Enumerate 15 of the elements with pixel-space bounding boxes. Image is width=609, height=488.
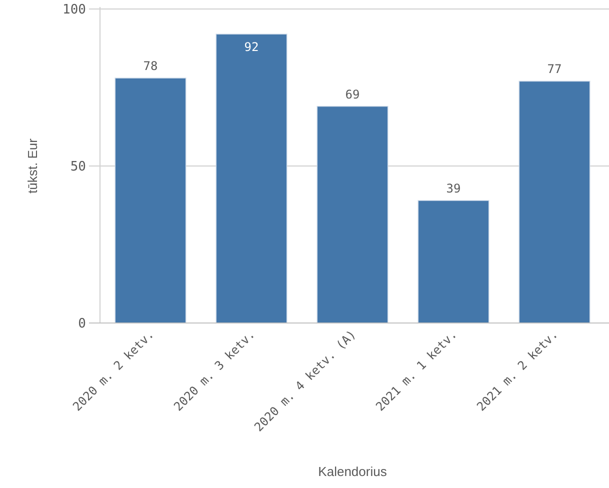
bar <box>114 78 186 324</box>
data-label: 92 <box>244 40 259 54</box>
bar <box>316 106 388 324</box>
data-label: 69 <box>345 87 360 102</box>
bar <box>216 34 288 324</box>
y-axis-title: tūkst. Eur <box>25 138 40 194</box>
bar <box>518 80 590 324</box>
data-label: 78 <box>143 59 158 74</box>
y-tick-label: 100 <box>62 2 86 18</box>
bar <box>418 200 490 324</box>
y-tick-label: 0 <box>78 316 86 332</box>
y-tick-label: 50 <box>70 160 86 175</box>
data-label: 77 <box>547 62 562 76</box>
data-label: 39 <box>446 182 461 196</box>
x-axis-title: Kalendorius <box>318 464 388 479</box>
